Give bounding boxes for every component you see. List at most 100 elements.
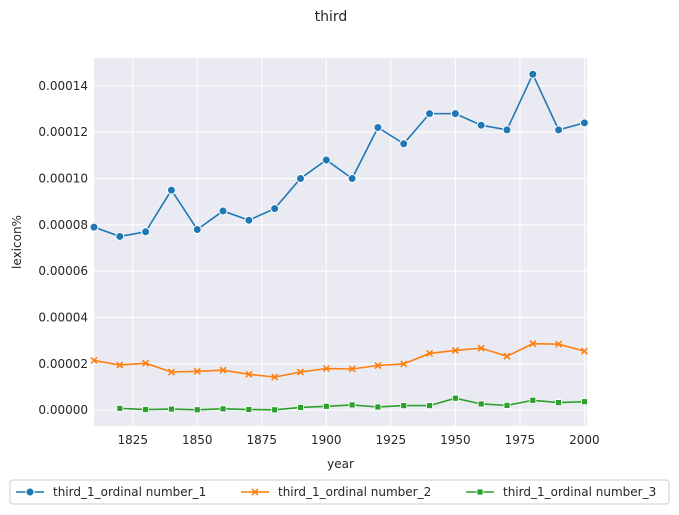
legend-label: third_1_ordinal number_3 — [503, 485, 656, 499]
data-point — [476, 120, 486, 130]
y-axis-label: lexicon% — [10, 215, 24, 269]
data-point — [374, 361, 382, 370]
data-point — [89, 222, 99, 232]
data-point — [554, 125, 564, 135]
marker-stroke — [251, 488, 259, 496]
legend-label: third_1_ordinal number_1 — [53, 485, 206, 499]
legend-marker — [25, 487, 35, 497]
data-point — [400, 402, 408, 410]
data-point — [142, 359, 150, 367]
data-point — [193, 367, 201, 375]
y-tick-label: 0.00010 — [38, 172, 88, 186]
marker-stroke — [296, 368, 305, 376]
data-point — [373, 123, 383, 133]
marker-stroke — [451, 346, 459, 355]
data-point — [477, 400, 485, 408]
marker-stroke — [245, 370, 253, 378]
data-point — [90, 356, 98, 364]
marker-stroke — [167, 368, 176, 376]
series-2 — [90, 340, 588, 381]
data-point — [245, 406, 253, 413]
y-tick-label: 0.00014 — [38, 79, 88, 93]
series-line — [93, 342, 585, 378]
data-point — [296, 368, 305, 376]
data-point — [168, 405, 175, 413]
marker-stroke — [348, 365, 356, 373]
legend-marker — [476, 488, 484, 496]
data-point — [579, 118, 589, 128]
data-point — [502, 125, 512, 135]
marker-stroke — [116, 361, 124, 369]
data-point — [116, 361, 124, 369]
plot-area — [94, 58, 587, 426]
data-point — [581, 398, 588, 406]
data-point — [528, 69, 538, 79]
data-point — [218, 206, 228, 216]
data-point — [451, 394, 459, 402]
x-tick-label: 1850 — [182, 433, 213, 447]
data-point — [245, 370, 253, 378]
marker-stroke — [193, 367, 201, 375]
x-tick-label: 1875 — [247, 433, 278, 447]
data-point — [141, 227, 151, 237]
data-point — [503, 401, 511, 409]
legend-box — [9, 479, 670, 505]
x-axis-label: year — [327, 457, 354, 471]
y-tick-label: 0.00008 — [38, 218, 88, 232]
marker-stroke — [425, 349, 434, 358]
data-point — [271, 373, 279, 381]
data-point — [116, 404, 124, 412]
data-point — [115, 231, 125, 241]
y-tick-label: 0.00006 — [38, 264, 88, 278]
x-tick-label: 1825 — [117, 433, 148, 447]
x-tick-label: 1975 — [505, 433, 536, 447]
data-point — [425, 349, 434, 358]
data-point — [503, 352, 511, 360]
data-point — [555, 399, 563, 406]
y-axis-ticks: 0.00000 0.00002 0.00004 0.00006 0.00008 0.000… — [38, 79, 88, 417]
marker-stroke — [90, 356, 98, 364]
data-point — [244, 215, 254, 225]
y-tick-label: 0.00000 — [38, 403, 88, 417]
x-tick-label: 1925 — [376, 433, 407, 447]
marker-stroke — [529, 340, 537, 348]
marker-stroke — [503, 352, 511, 360]
data-point — [348, 401, 356, 409]
data-point — [270, 204, 280, 214]
data-point — [295, 174, 305, 184]
x-tick-label: 2000 — [569, 433, 600, 447]
data-point — [166, 185, 176, 195]
legend: third_1_ordinal number_1 third_1_ordinal … — [9, 479, 670, 505]
y-tick-label: 0.00002 — [38, 357, 88, 371]
data-point — [271, 406, 279, 414]
series-layer — [89, 69, 589, 414]
y-tick-label: 0.00012 — [38, 125, 88, 139]
marker-stroke — [555, 340, 563, 348]
x-tick-label: 1900 — [311, 433, 342, 447]
data-point — [450, 109, 460, 119]
data-point — [321, 155, 331, 165]
x-axis-ticks: 1825 1850 1875 1900 1925 1950 1975 2000 — [117, 433, 599, 447]
data-point — [348, 365, 356, 373]
marker-stroke — [374, 361, 382, 370]
data-point — [322, 402, 330, 410]
data-point — [193, 406, 201, 414]
data-point — [192, 224, 202, 234]
data-point — [142, 406, 150, 413]
marker-stroke — [271, 373, 279, 381]
data-point — [347, 174, 357, 184]
marker-stroke — [580, 347, 588, 355]
data-point — [451, 346, 459, 355]
data-point — [374, 403, 382, 411]
data-point — [399, 139, 409, 149]
data-point — [529, 396, 537, 404]
data-point — [426, 402, 433, 410]
legend-label: third_1_ordinal number_2 — [278, 485, 431, 499]
marker-stroke — [477, 344, 485, 352]
legend-marker — [251, 488, 259, 496]
data-point — [425, 109, 435, 119]
data-point — [580, 347, 588, 355]
marker-stroke — [219, 366, 227, 374]
data-point — [219, 405, 227, 413]
